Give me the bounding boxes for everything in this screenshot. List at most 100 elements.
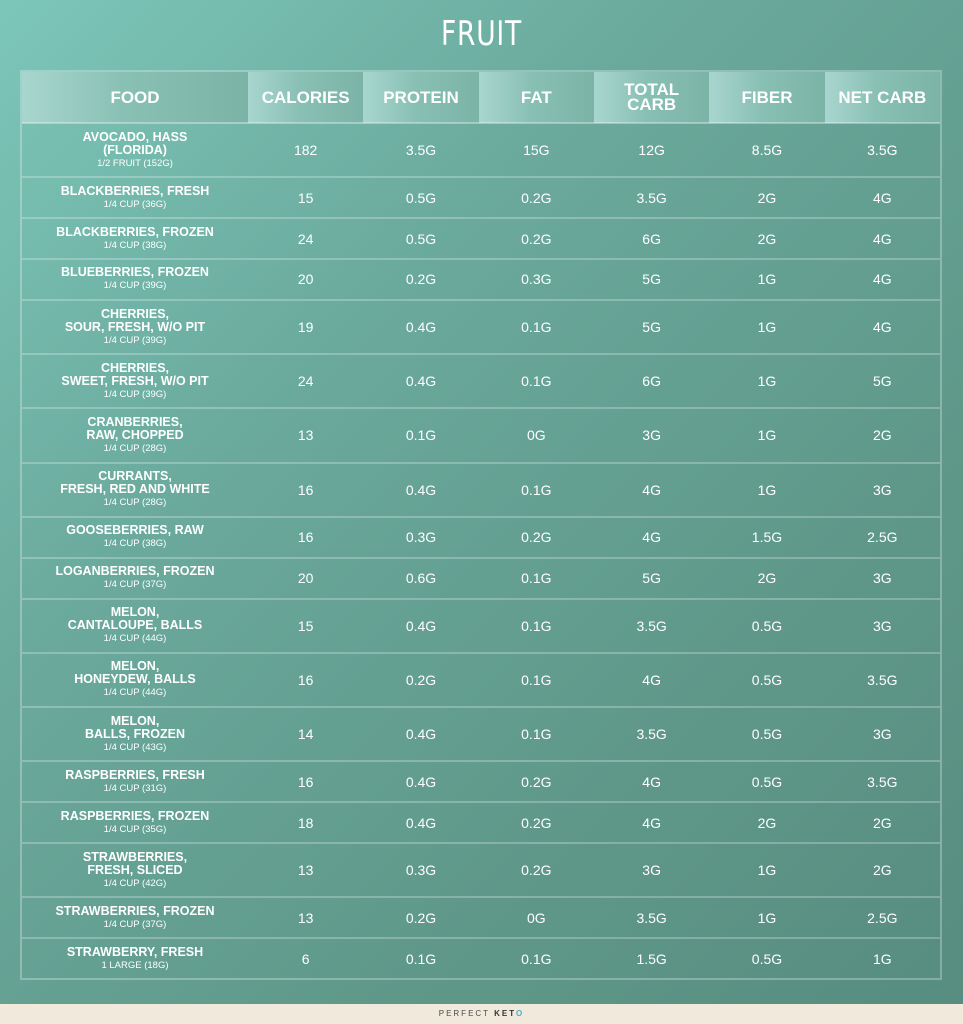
food-cell: BLACKBERRIES, FROZEN 1/4 CUP (38G) [22, 217, 248, 260]
food-serving: 1/4 CUP (37G) [103, 918, 167, 930]
fiber-cell: 0.5G [709, 760, 825, 803]
food-cell: STRAWBERRY, FRESH 1 LARGE (18G) [22, 937, 248, 978]
food-name: BLACKBERRIES, FROZEN [56, 224, 214, 239]
food-cell: RASPBERRIES, FROZEN 1/4 CUP (35G) [22, 801, 248, 843]
total-carb-cell: 12G [593, 121, 710, 178]
table-row: MELON, BALLS, FROZEN 1/4 CUP (43G) 14 0.4G 0… [22, 705, 940, 762]
fat-cell: 0.3G [478, 258, 594, 300]
fat-cell: 0.2G [478, 515, 594, 558]
calories-cell: 16 [248, 760, 364, 803]
total-carb-cell: 3.5G [593, 896, 710, 939]
food-name: BLACKBERRIES, FRESH [60, 183, 210, 198]
calories-cell: 16 [248, 461, 364, 517]
net-carb-cell: 3G [824, 597, 940, 653]
net-carb-cell: 3.5G [824, 121, 940, 178]
table-row: GOOSEBERRIES, RAW 1/4 CUP (38G) 16 0.3G 0.2G… [22, 515, 940, 558]
food-name: CHERRIES, SWEET, FRESH, W/O PIT [61, 360, 209, 388]
calories-cell: 15 [248, 597, 364, 653]
food-cell: STRAWBERRIES, FRESH, SLICED 1/4 CUP (42G) [22, 841, 248, 898]
fat-cell: 0.2G [478, 217, 594, 260]
total-carb-cell: 3.5G [593, 705, 710, 762]
header-food: FOOD [22, 72, 248, 124]
food-name: STRAWBERRIES, FROZEN [55, 903, 215, 918]
table-body: AVOCADO, HASS (FLORIDA) 1/2 FRUIT (152G) 1… [22, 121, 940, 978]
header-net-carb: NET CARB [824, 72, 940, 124]
calories-cell: 16 [248, 515, 364, 558]
fiber-cell: 1G [709, 353, 825, 409]
calories-cell: 13 [248, 896, 364, 939]
table-row: STRAWBERRIES, FROZEN 1/4 CUP (37G) 13 0.2G 0… [22, 896, 940, 939]
brand-logo: PERFECT KETO [439, 1009, 525, 1018]
net-carb-cell: 2G [824, 407, 940, 463]
table-row: STRAWBERRY, FRESH 1 LARGE (18G) 6 0.1G 0.1G 1… [22, 937, 940, 978]
net-carb-cell: 3G [824, 461, 940, 517]
header-fat: FAT [478, 72, 594, 124]
protein-cell: 0.4G [363, 298, 479, 355]
table-row: LOGANBERRIES, FROZEN 1/4 CUP (37G) 20 0.6G 0… [22, 556, 940, 599]
food-cell: CRANBERRIES, RAW, CHOPPED 1/4 CUP (28G) [22, 407, 248, 463]
protein-cell: 0.4G [363, 760, 479, 803]
table-row: CHERRIES, SOUR, FRESH, W/O PIT 1/4 CUP (3… [22, 298, 940, 355]
food-cell: CHERRIES, SWEET, FRESH, W/O PIT 1/4 CUP (… [22, 353, 248, 409]
food-name: RASPBERRIES, FRESH [65, 767, 205, 782]
food-serving: 1/4 CUP (28G) [103, 442, 167, 454]
total-carb-cell: 3.5G [593, 597, 710, 653]
table-row: STRAWBERRIES, FRESH, SLICED 1/4 CUP (42G)… [22, 841, 940, 898]
header-calories: CALORIES [248, 72, 364, 124]
food-name: LOGANBERRIES, FROZEN [55, 564, 215, 579]
food-serving: 1 LARGE (18G) [101, 959, 169, 971]
net-carb-cell: 3.5G [824, 651, 940, 707]
food-name: MELON, HONEYDEW, BALLS [74, 659, 196, 687]
fiber-cell: 1G [709, 407, 825, 463]
table-row: BLACKBERRIES, FRESH 1/4 CUP (36G) 15 0.5G 0.… [22, 176, 940, 219]
total-carb-cell: 5G [593, 258, 710, 300]
total-carb-cell: 5G [593, 556, 710, 599]
total-carb-cell: 3G [593, 841, 710, 898]
fiber-cell: 1.5G [709, 515, 825, 558]
fat-cell: 15G [478, 121, 594, 178]
table-row: RASPBERRIES, FRESH 1/4 CUP (31G) 16 0.4G 0.2… [22, 760, 940, 803]
protein-cell: 0.1G [363, 937, 479, 978]
fiber-cell: 1G [709, 298, 825, 355]
fat-cell: 0.1G [478, 461, 594, 517]
food-serving: 1/4 CUP (31G) [103, 782, 167, 794]
total-carb-cell: 3.5G [593, 176, 710, 219]
protein-cell: 0.4G [363, 353, 479, 409]
table-row: RASPBERRIES, FROZEN 1/4 CUP (35G) 18 0.4G 0.… [22, 801, 940, 843]
calories-cell: 6 [248, 937, 364, 978]
calories-cell: 20 [248, 556, 364, 599]
calories-cell: 13 [248, 841, 364, 898]
fat-cell: 0.2G [478, 176, 594, 219]
table-row: CRANBERRIES, RAW, CHOPPED 1/4 CUP (28G) 13… [22, 407, 940, 463]
food-serving: 1/4 CUP (42G) [103, 877, 167, 889]
total-carb-cell: 4G [593, 651, 710, 707]
total-carb-cell: 3G [593, 407, 710, 463]
food-cell: GOOSEBERRIES, RAW 1/4 CUP (38G) [22, 515, 248, 558]
food-name: CRANBERRIES, RAW, CHOPPED [86, 414, 184, 442]
brand-name-part1: PERFECT [438, 1009, 495, 1018]
table-header: FOOD CALORIES PROTEIN FAT TOTAL CARB FIB… [22, 72, 940, 124]
calories-cell: 24 [248, 217, 364, 260]
net-carb-cell: 1G [824, 937, 940, 978]
food-cell: BLUEBERRIES, FROZEN 1/4 CUP (39G) [22, 258, 248, 300]
calories-cell: 16 [248, 651, 364, 707]
fiber-cell: 0.5G [709, 651, 825, 707]
fiber-cell: 0.5G [709, 705, 825, 762]
net-carb-cell: 2G [824, 841, 940, 898]
net-carb-cell: 5G [824, 353, 940, 409]
protein-cell: 0.2G [363, 258, 479, 300]
footer-bar: PERFECT KETO [0, 1004, 963, 1024]
net-carb-cell: 4G [824, 176, 940, 219]
food-serving: 1/4 CUP (44G) [103, 687, 167, 699]
total-carb-cell: 5G [593, 298, 710, 355]
fiber-cell: 1G [709, 258, 825, 300]
food-serving: 1/4 CUP (39G) [103, 280, 167, 292]
net-carb-cell: 2.5G [824, 515, 940, 558]
food-name: RASPBERRIES, FROZEN [60, 808, 210, 823]
fiber-cell: 2G [709, 217, 825, 260]
header-row: FOOD CALORIES PROTEIN FAT TOTAL CARB FIB… [22, 72, 940, 124]
table-row: AVOCADO, HASS (FLORIDA) 1/2 FRUIT (152G) 1… [22, 121, 940, 178]
total-carb-cell: 4G [593, 760, 710, 803]
fat-cell: 0.1G [478, 556, 594, 599]
protein-cell: 0.6G [363, 556, 479, 599]
